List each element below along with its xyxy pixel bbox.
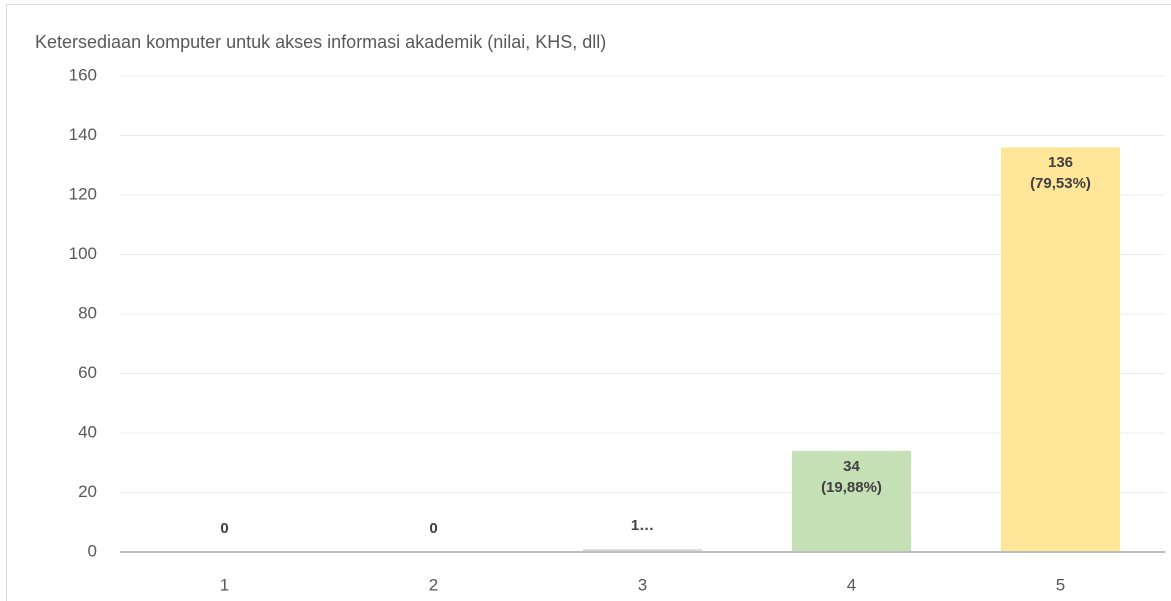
- data-label: 34 (19,88%): [821, 457, 882, 496]
- chart-title: Ketersediaan komputer untuk akses inform…: [35, 32, 606, 52]
- data-label: 136 (79,53%): [1030, 154, 1091, 193]
- bar: [582, 549, 703, 552]
- x-tick-label: 3: [638, 575, 647, 594]
- y-tick-label: 100: [69, 244, 97, 263]
- y-tick-label: 40: [78, 422, 97, 441]
- y-tick-label: 140: [69, 125, 97, 144]
- x-tick-label: 1: [220, 575, 229, 594]
- y-tick-label: 120: [69, 184, 97, 203]
- data-label: 0: [429, 520, 438, 537]
- y-tick-label: 80: [78, 303, 97, 322]
- bar: [791, 450, 912, 552]
- y-tick-label: 20: [78, 482, 97, 501]
- y-tick-label: 0: [88, 541, 97, 560]
- bar: [1000, 147, 1121, 552]
- x-tick-label: 2: [429, 575, 438, 594]
- data-label: 0: [220, 520, 229, 537]
- x-tick-label: 5: [1056, 575, 1065, 594]
- data-label: 1…: [630, 517, 655, 535]
- y-tick-label: 160: [69, 65, 97, 84]
- x-tick-label: 4: [847, 575, 856, 594]
- chart-border: [6, 4, 1171, 601]
- y-tick-label: 60: [78, 363, 97, 382]
